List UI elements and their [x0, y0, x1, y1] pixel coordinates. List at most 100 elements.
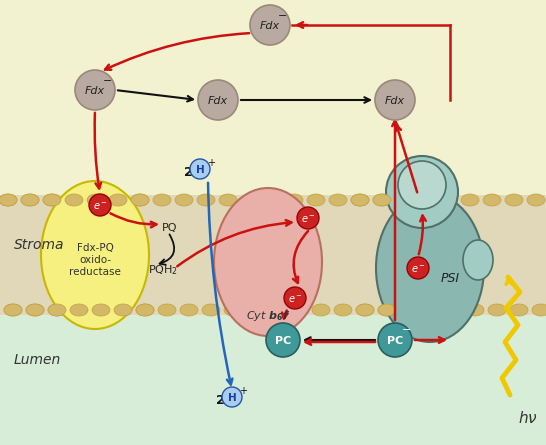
Ellipse shape [65, 194, 83, 206]
Text: Lumen: Lumen [14, 353, 61, 367]
Ellipse shape [4, 304, 22, 316]
Text: Fdx-PQ: Fdx-PQ [76, 243, 114, 253]
Text: 2: 2 [216, 393, 225, 406]
Circle shape [89, 194, 111, 216]
Circle shape [198, 80, 238, 120]
Ellipse shape [26, 304, 44, 316]
Circle shape [407, 257, 429, 279]
Ellipse shape [351, 194, 369, 206]
Ellipse shape [92, 304, 110, 316]
Ellipse shape [395, 194, 413, 206]
Ellipse shape [351, 194, 369, 206]
Ellipse shape [153, 194, 171, 206]
Ellipse shape [224, 304, 242, 316]
Ellipse shape [0, 194, 17, 206]
Circle shape [297, 207, 319, 229]
Ellipse shape [114, 304, 132, 316]
Bar [0, 195, 546, 315]
Text: −: − [103, 76, 112, 86]
Ellipse shape [109, 194, 127, 206]
Text: PQ: PQ [162, 223, 178, 233]
Text: PC: PC [275, 336, 291, 346]
Ellipse shape [197, 194, 215, 206]
Circle shape [375, 80, 415, 120]
Ellipse shape [417, 194, 435, 206]
Ellipse shape [175, 194, 193, 206]
Ellipse shape [527, 194, 545, 206]
Ellipse shape [180, 304, 198, 316]
Circle shape [75, 70, 115, 110]
Ellipse shape [505, 194, 523, 206]
Ellipse shape [43, 194, 61, 206]
Text: H: H [228, 393, 236, 403]
Ellipse shape [312, 304, 330, 316]
Ellipse shape [461, 194, 479, 206]
Ellipse shape [307, 194, 325, 206]
Ellipse shape [48, 304, 66, 316]
Text: Fdx: Fdx [385, 96, 405, 106]
Circle shape [190, 159, 210, 179]
Ellipse shape [87, 194, 105, 206]
Text: Fdx: Fdx [85, 86, 105, 96]
Ellipse shape [466, 304, 484, 316]
Ellipse shape [70, 304, 88, 316]
Ellipse shape [373, 194, 391, 206]
Ellipse shape [356, 304, 374, 316]
Ellipse shape [285, 194, 303, 206]
Ellipse shape [87, 194, 105, 206]
Text: $h\nu$: $h\nu$ [518, 410, 538, 426]
Text: Fdx: Fdx [260, 21, 280, 31]
Text: Fdx: Fdx [208, 96, 228, 106]
Ellipse shape [43, 194, 61, 206]
Ellipse shape [422, 304, 440, 316]
Ellipse shape [41, 181, 149, 329]
Ellipse shape [488, 304, 506, 316]
Ellipse shape [532, 304, 546, 316]
Ellipse shape [386, 156, 458, 228]
Ellipse shape [214, 188, 322, 336]
Ellipse shape [290, 304, 308, 316]
Ellipse shape [131, 194, 149, 206]
Text: Stroma: Stroma [14, 238, 64, 252]
Ellipse shape [109, 194, 127, 206]
Ellipse shape [483, 194, 501, 206]
Ellipse shape [463, 240, 493, 280]
Text: reductase: reductase [69, 267, 121, 277]
Circle shape [250, 5, 290, 45]
Ellipse shape [378, 304, 396, 316]
Ellipse shape [444, 304, 462, 316]
Text: −: − [402, 325, 412, 335]
Bar [0, 0, 546, 195]
Text: 2: 2 [184, 166, 193, 178]
Text: oxido-: oxido- [79, 255, 111, 265]
Circle shape [398, 161, 446, 209]
Ellipse shape [376, 194, 484, 342]
Bar [0, 315, 546, 445]
Ellipse shape [268, 304, 286, 316]
Ellipse shape [202, 304, 220, 316]
Text: $e^-$: $e^-$ [301, 214, 316, 224]
Ellipse shape [356, 304, 374, 316]
Circle shape [378, 323, 412, 357]
Ellipse shape [26, 304, 44, 316]
Circle shape [222, 387, 242, 407]
Circle shape [284, 287, 306, 309]
Text: PSI: PSI [441, 271, 460, 284]
Text: +: + [207, 158, 215, 168]
Text: H: H [195, 165, 204, 175]
Ellipse shape [510, 304, 528, 316]
Ellipse shape [334, 304, 352, 316]
Ellipse shape [158, 304, 176, 316]
Ellipse shape [373, 194, 391, 206]
Ellipse shape [4, 304, 22, 316]
Ellipse shape [136, 304, 154, 316]
Ellipse shape [400, 304, 418, 316]
Ellipse shape [329, 194, 347, 206]
Ellipse shape [70, 304, 88, 316]
Ellipse shape [21, 194, 39, 206]
Ellipse shape [439, 194, 457, 206]
Text: PQH$_2$: PQH$_2$ [148, 263, 178, 277]
Circle shape [266, 323, 300, 357]
Ellipse shape [246, 304, 264, 316]
Ellipse shape [131, 194, 149, 206]
